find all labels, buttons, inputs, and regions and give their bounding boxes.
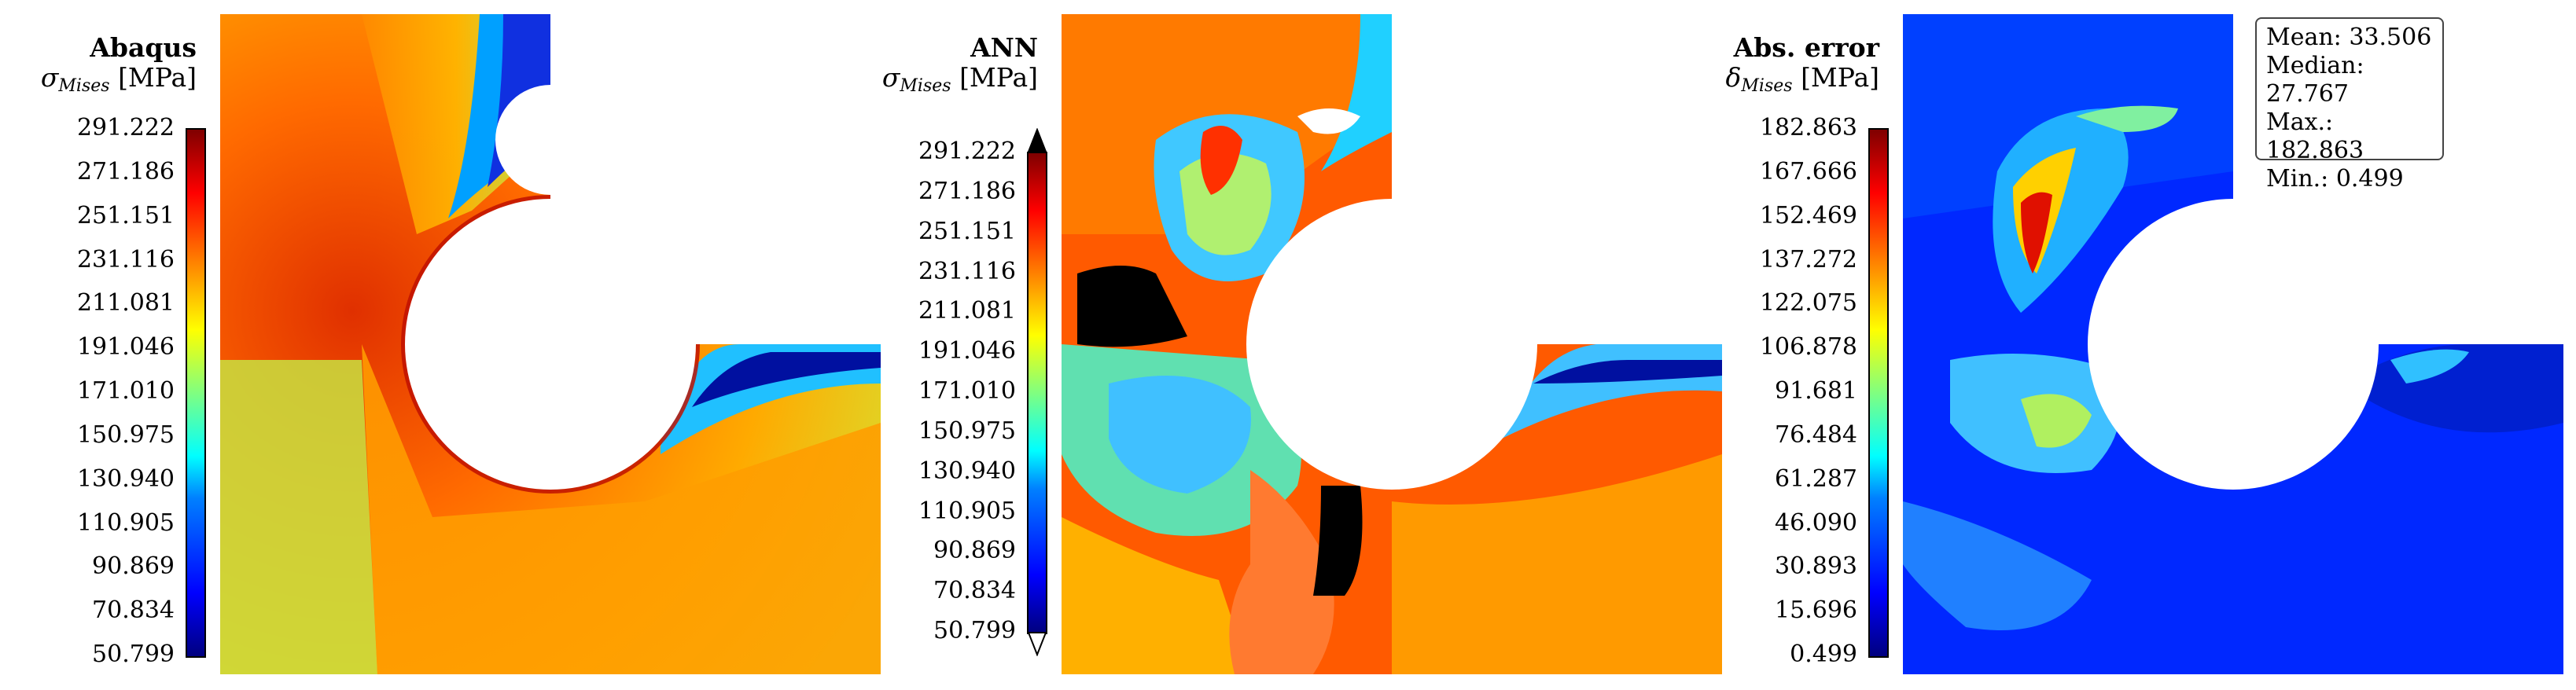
stress-field-plot — [1062, 14, 1722, 674]
stress-field-map — [220, 14, 881, 674]
unit-label: [MPa] — [959, 62, 1038, 93]
colorbar-tick-label: 70.834 — [933, 577, 1016, 605]
colorbar-tick-label: 171.010 — [76, 377, 175, 405]
colorbar-tick-label: 50.799 — [933, 617, 1016, 644]
panel-title: ANN σMises [MPa] — [841, 33, 1038, 101]
stat-min: Min.: 0.499 — [2266, 165, 2404, 193]
quantity-symbol: σ — [40, 62, 59, 93]
panel-abs-error: Abs. error δMises [MPa] 182.863 167.666 15… — [1683, 0, 2576, 690]
colorbar — [1027, 152, 1047, 634]
panel-name: ANN — [970, 32, 1038, 63]
colorbar-tick-label: 271.186 — [918, 177, 1016, 205]
panel-title: Abs. error δMises [MPa] — [1683, 33, 1879, 101]
unit-label: [MPa] — [1801, 62, 1879, 93]
colorbar-tick-label: 291.222 — [76, 114, 175, 141]
colorbar-tick-label: 130.940 — [918, 457, 1016, 485]
colorbar-tick-label: 91.681 — [1775, 377, 1857, 405]
panel-abaqus: Abaqus σMises [MPa] 291.222 271.186 251.15… — [0, 0, 881, 690]
panel-name: Abaqus — [90, 32, 197, 63]
colorbar-tick-label: 15.696 — [1775, 596, 1857, 625]
quantity-subscript: Mises — [58, 76, 110, 96]
colorbar-tick-label: 130.940 — [76, 464, 175, 493]
colorbar-tick-label: 231.116 — [76, 245, 175, 273]
colorbar-tick-label: 251.151 — [76, 201, 175, 229]
quantity-label: σMises [MPa] — [0, 63, 197, 101]
colorbar-tick-label: 61.287 — [1775, 464, 1857, 493]
colorbar-underflow-arrow — [1027, 632, 1047, 656]
colorbar-tick-label: 70.834 — [92, 596, 175, 625]
unit-label: [MPa] — [118, 62, 197, 93]
colorbar-tick-label: 76.484 — [1775, 420, 1857, 449]
colorbar-tick-label: 291.222 — [918, 138, 1016, 165]
colorbar-tick-label: 122.075 — [1759, 289, 1857, 317]
colorbar-tick-label: 171.010 — [918, 377, 1016, 405]
colorbar-tick-label: 150.975 — [76, 420, 175, 449]
colorbar-tick-label: 182.863 — [1759, 114, 1857, 141]
colorbar-overflow-arrow — [1027, 128, 1047, 152]
colorbar-tick-label: 137.272 — [1759, 245, 1857, 273]
colorbar-tick-label: 211.081 — [918, 297, 1016, 325]
quantity-subscript: Mises — [900, 76, 951, 96]
panel-ann: ANN σMises [MPa] 291.222 271.186 251.151 23… — [841, 0, 1722, 690]
stats-box: Mean: 33.506 Median: 27.767 Max.: 182.86… — [2255, 17, 2444, 193]
colorbar-tick-label: 191.046 — [76, 333, 175, 362]
colorbar-tick-label: 90.869 — [92, 552, 175, 581]
quantity-symbol: σ — [881, 62, 900, 93]
colorbar-tick-label: 46.090 — [1775, 508, 1857, 537]
colorbar-tick-label: 90.869 — [933, 537, 1016, 565]
colorbar-tick-label: 110.905 — [76, 508, 175, 537]
quantity-label: δMises [MPa] — [1683, 63, 1879, 101]
colorbar-tick-label: 251.151 — [918, 217, 1016, 245]
colorbar-tick-label: 167.666 — [1759, 157, 1857, 185]
colorbar-tick-label: 191.046 — [918, 337, 1016, 365]
quantity-symbol: δ — [1725, 62, 1742, 93]
quantity-label: σMises [MPa] — [841, 63, 1038, 101]
colorbar-tick-label: 152.469 — [1759, 201, 1857, 229]
colorbar — [186, 128, 206, 658]
error-field-plot — [1903, 14, 2563, 674]
colorbar-tick-label: 0.499 — [1790, 640, 1857, 668]
stat-max: Max.: 182.863 — [2266, 108, 2364, 164]
colorbar-tick-label: 150.975 — [918, 417, 1016, 445]
error-field-map — [1903, 14, 2563, 674]
colorbar-tick-label: 231.116 — [918, 257, 1016, 285]
colorbar-tick-label: 271.186 — [76, 157, 175, 185]
stress-field-map — [1062, 14, 1722, 674]
quantity-subscript: Mises — [1741, 76, 1793, 96]
panel-title: Abaqus σMises [MPa] — [0, 33, 197, 101]
colorbar — [1868, 128, 1889, 658]
stat-mean: Mean: 33.506 — [2266, 24, 2432, 51]
colorbar-tick-label: 110.905 — [918, 497, 1016, 525]
panel-name: Abs. error — [1733, 32, 1879, 63]
colorbar-tick-label: 211.081 — [76, 289, 175, 317]
stat-median: Median: 27.767 — [2266, 52, 2364, 108]
stress-field-plot — [220, 14, 881, 674]
colorbar-tick-label: 50.799 — [92, 640, 175, 668]
colorbar-tick-label: 30.893 — [1775, 552, 1857, 581]
colorbar-tick-label: 106.878 — [1759, 333, 1857, 362]
